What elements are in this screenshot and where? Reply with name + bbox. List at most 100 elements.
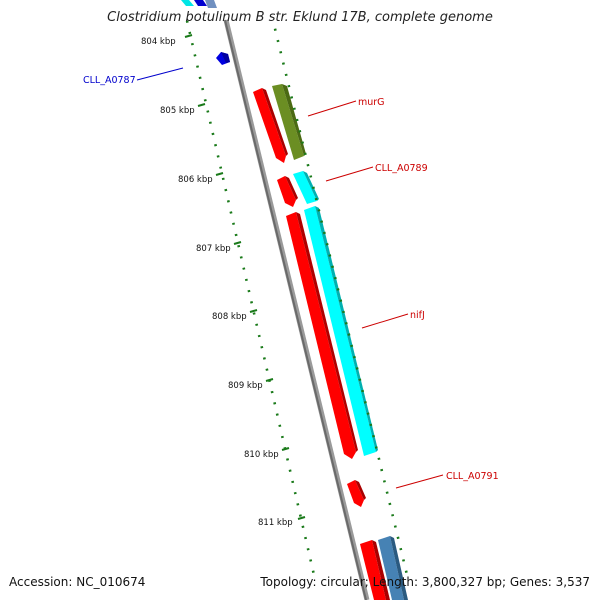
minor-tick [396,536,400,540]
minor-tick [242,267,246,270]
minor-tick [388,502,392,506]
gene-label-cll-a0791[interactable]: CLL_A0791 [446,471,499,482]
minor-tick [350,344,354,348]
minor-tick [229,211,233,214]
minor-tick [211,132,215,136]
gene-labels: CLL_A0787 murG CLL_A0789 nifJ CLL_A0791 [83,75,499,482]
minor-tick [363,401,367,404]
minor-tick [382,480,386,483]
minor-tick [221,177,225,181]
minor-tick [369,423,373,427]
minor-tick [320,220,324,223]
minor-tick [219,166,223,169]
minor-tick [185,20,189,23]
minor-tick [301,141,305,144]
minor-tick [322,231,326,235]
minor-tick [224,188,228,192]
minor-tick [325,242,329,246]
minor-tick [402,559,406,562]
feature-bottom-partial[interactable] [360,536,408,600]
minor-tick [232,222,236,226]
minor-tick [257,334,261,338]
minor-tick [278,424,282,428]
gene-murg[interactable] [253,88,288,163]
minor-tick [188,31,192,35]
minor-tick [309,559,313,562]
gene-label-leaders [136,67,444,489]
minor-tick [244,278,248,282]
minor-tick [193,54,197,57]
minor-tick [404,570,408,573]
minor-tick [311,186,315,190]
minor-tick [284,73,288,77]
minor-tick [391,513,395,517]
minor-tick [352,355,356,359]
tick-track-outer [273,28,408,573]
minor-tick [293,491,297,495]
gene-murg-partner[interactable] [272,84,306,160]
accession-text: Accession: NC_010674 [9,575,146,589]
gene-label-cll-a0787[interactable]: CLL_A0787 [83,75,136,86]
minor-tick [288,469,292,472]
tick-label: 808 kbp [212,312,247,322]
minor-tick [203,98,207,102]
minor-tick [247,289,251,293]
minor-tick [276,39,280,43]
minor-tick [393,525,397,528]
minor-tick [275,413,279,416]
minor-tick [385,491,389,494]
gene-label-cll-a0789[interactable]: CLL_A0789 [375,163,428,174]
minor-tick [190,42,194,46]
feature-top-partial[interactable] [181,0,217,8]
tick-label: 806 kbp [178,175,213,185]
minor-tick [344,322,348,325]
minor-tick [317,209,321,212]
gene-label-murg[interactable]: murG [358,97,385,108]
minor-tick [333,276,337,280]
minor-tick [262,357,266,360]
minor-tick [311,570,315,573]
minor-tick [380,468,384,472]
gene-cll-a0789[interactable] [277,176,298,207]
gene-cll-a0787[interactable] [216,52,230,65]
minor-tick [298,130,302,133]
minor-tick [273,402,277,405]
tick-label: 804 kbp [141,37,176,47]
minor-tick [339,299,343,302]
minor-tick [306,547,310,551]
minor-tick [347,333,351,336]
gene-nifj[interactable] [286,212,358,459]
minor-tick [358,378,362,382]
minor-tick [287,84,291,88]
minor-tick [372,434,375,438]
minor-tick [273,28,277,31]
minor-tick [295,118,299,122]
minor-tick [252,312,256,315]
tick-label: 807 kbp [196,244,231,254]
minor-tick [239,256,243,259]
major-ticks [184,34,306,520]
tick-label: 809 kbp [228,381,263,391]
minor-tick [377,457,381,461]
minor-tick [331,265,335,269]
minor-tick [291,480,295,484]
minor-tick [265,368,269,371]
minor-tick [270,390,274,394]
minor-tick [216,155,220,158]
minor-tick [341,310,345,314]
genome-backbone [223,19,370,600]
tick-label: 805 kbp [160,106,195,116]
minor-tick [306,163,310,167]
minor-tick [280,435,284,439]
tick-label: 811 kbp [258,518,293,528]
minor-tick [255,323,259,327]
minor-tick [355,367,359,370]
gene-cll-a0789-partner[interactable] [293,171,319,204]
gene-label-nifj[interactable]: nifJ [410,310,425,321]
gene-cll-a0791[interactable] [347,480,366,507]
map-title: Clostridium botulinum B str. Eklund 17B,… [107,10,493,25]
minor-tick [336,288,340,291]
genome-summary-text: Topology: circular; Length: 3,800,327 bp… [260,575,590,589]
minor-tick [234,233,238,237]
